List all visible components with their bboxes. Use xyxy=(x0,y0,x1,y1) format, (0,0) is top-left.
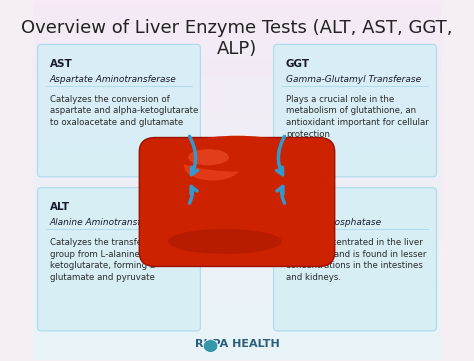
Text: Alkaline Phosphatase: Alkaline Phosphatase xyxy=(286,218,382,227)
FancyBboxPatch shape xyxy=(273,44,437,177)
FancyBboxPatch shape xyxy=(139,138,335,266)
Text: Highly concentrated in the liver
and bones and is found in lesser
concentrations: Highly concentrated in the liver and bon… xyxy=(286,238,426,282)
Ellipse shape xyxy=(172,136,302,171)
Ellipse shape xyxy=(168,229,282,254)
Text: Alanine Aminotransferase: Alanine Aminotransferase xyxy=(50,218,166,227)
FancyBboxPatch shape xyxy=(273,188,437,331)
FancyBboxPatch shape xyxy=(37,188,201,331)
Text: Gamma-Glutamyl Transferase: Gamma-Glutamyl Transferase xyxy=(286,75,421,84)
Text: ALT: ALT xyxy=(50,202,70,212)
Text: Aspartate Aminotransferase: Aspartate Aminotransferase xyxy=(50,75,176,84)
Ellipse shape xyxy=(282,166,322,209)
Text: GGT: GGT xyxy=(286,59,310,69)
Ellipse shape xyxy=(188,149,229,165)
Text: AST: AST xyxy=(50,59,73,69)
Text: Plays a crucial role in the
metabolism of glutathione, an
antioxidant important : Plays a crucial role in the metabolism o… xyxy=(286,95,428,139)
Text: Overview of Liver Enzyme Tests (ALT, AST, GGT, ALP): Overview of Liver Enzyme Tests (ALT, AST… xyxy=(21,19,453,58)
Text: Catalyzes the transfer of an amino
group from L-alanine to alpha-
ketoglutarate,: Catalyzes the transfer of an amino group… xyxy=(50,238,200,282)
Text: ALP: ALP xyxy=(286,202,308,212)
Text: Catalyzes the conversion of
aspartate and alpha-ketoglutarate
to oxaloacetate an: Catalyzes the conversion of aspartate an… xyxy=(50,95,198,127)
Ellipse shape xyxy=(184,152,241,180)
FancyBboxPatch shape xyxy=(37,44,201,177)
Circle shape xyxy=(203,340,218,352)
Text: RUPA HEALTH: RUPA HEALTH xyxy=(195,339,279,349)
